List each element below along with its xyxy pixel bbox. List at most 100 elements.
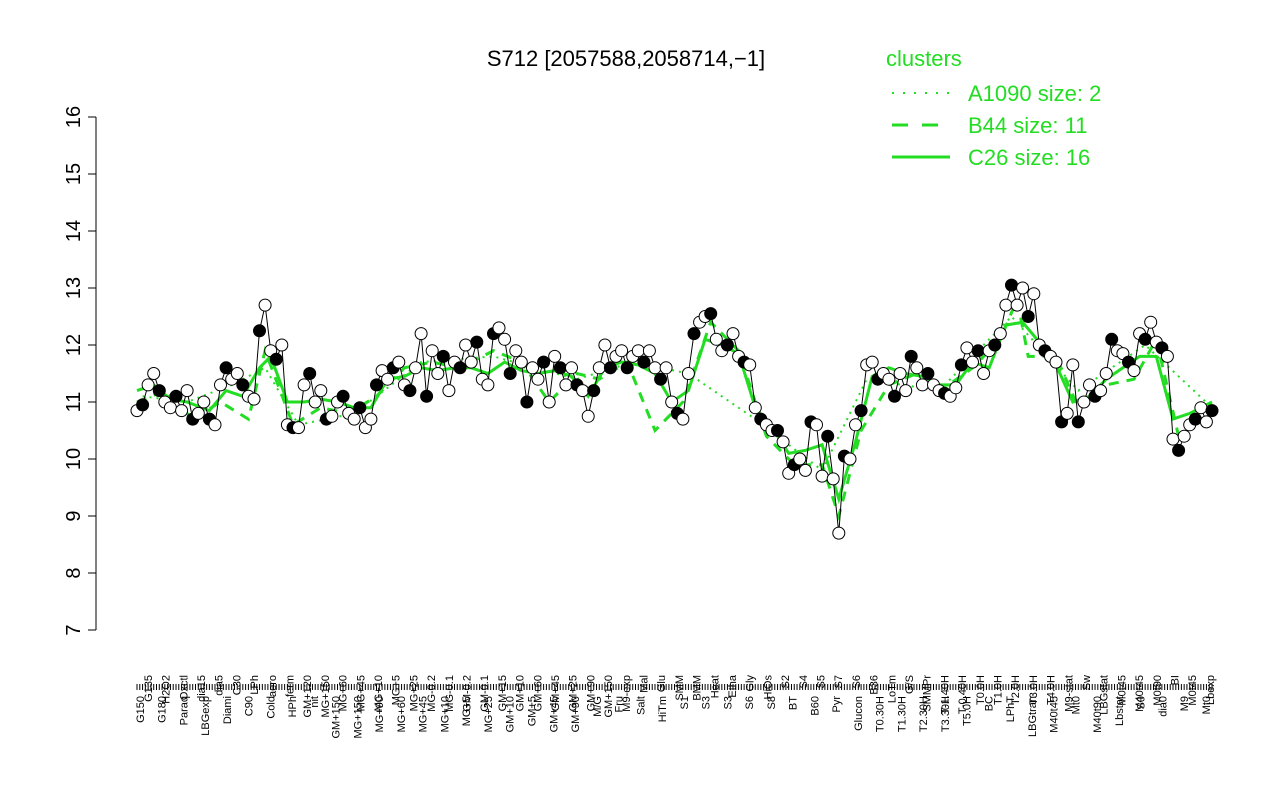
data-point <box>414 327 428 341</box>
data-point <box>136 398 150 412</box>
data-point <box>163 401 177 415</box>
data-point <box>470 335 484 349</box>
x-tick-label-top: M40t45 <box>1134 675 1146 712</box>
x-tick-label-top: G135 <box>143 675 155 702</box>
x-tick-label-top: Oxctl <box>178 675 190 700</box>
data-point <box>303 367 317 380</box>
data-point <box>353 401 367 415</box>
data-point <box>904 349 918 363</box>
data-point <box>620 361 634 375</box>
x-tick-label-bottom: Glucon <box>853 696 865 731</box>
x-tick-label-top: Mal <box>639 675 651 693</box>
data-point <box>1144 315 1158 329</box>
data-point <box>436 349 450 363</box>
data-point <box>826 472 840 486</box>
data-point <box>208 418 222 432</box>
x-tick-label-bottom: S8 <box>766 696 778 709</box>
data-point <box>999 298 1013 312</box>
data-point <box>509 344 523 358</box>
data-point <box>258 298 272 312</box>
y-tick-label: 7 <box>63 624 85 635</box>
x-tick-label-bottom: T3.30H <box>940 696 952 732</box>
trend-line-dashed <box>136 294 1213 522</box>
x-tick-label-top: dia15 <box>196 675 208 702</box>
x-tick-label-top: GM-0.2 <box>462 675 474 712</box>
data-point <box>960 341 974 355</box>
data-point <box>1027 287 1041 301</box>
x-tick-label-top: LPh <box>249 675 261 695</box>
data-point <box>576 384 590 398</box>
data-point <box>832 526 846 540</box>
x-tick-label-top: T4.0H <box>1046 675 1058 705</box>
data-point <box>709 332 723 346</box>
x-tick-label-bottom: G180 <box>157 696 169 723</box>
data-point <box>147 367 161 380</box>
data-point <box>1094 384 1108 398</box>
x-tick-label-top: GM+15 <box>497 675 509 711</box>
x-tick-label-bottom: nit <box>309 696 321 708</box>
data-point <box>236 378 250 392</box>
data-point <box>659 361 673 375</box>
data-point <box>915 378 929 392</box>
data-point <box>392 355 406 369</box>
x-tick-label-bottom: HiTm <box>657 696 669 722</box>
x-tick-label-top: GM+25 <box>568 675 580 711</box>
data-point <box>152 384 166 398</box>
x-tick-label-top: HiOs <box>762 675 774 700</box>
data-point <box>442 384 456 398</box>
data-point <box>776 435 790 449</box>
x-tick-label-top: T2.0H <box>1010 675 1022 705</box>
y-tick-label: 10 <box>63 448 85 470</box>
data-point <box>954 358 968 372</box>
data-point <box>1127 364 1141 378</box>
x-tick-label-top: M0t45 <box>1187 675 1199 706</box>
x-tick-label-top: GM+150 <box>603 675 615 718</box>
x-tick-label-bottom: Mt0 <box>1201 696 1213 714</box>
data-point <box>793 452 807 466</box>
data-point <box>603 361 617 375</box>
x-tick-label-bottom: MG+25 <box>483 696 495 732</box>
data-point <box>453 361 467 375</box>
data-point <box>364 412 378 426</box>
x-tick-label-top: C30 <box>231 675 243 695</box>
data-point <box>464 355 478 369</box>
x-tick-label-bottom: M40t90 <box>1092 696 1104 733</box>
x-tick-label-top: GM+45 <box>550 675 562 711</box>
x-tick-label-bottom: Lbstat <box>1114 696 1126 726</box>
data-point <box>1172 443 1186 457</box>
x-tick-label-top: S2 <box>780 675 792 688</box>
x-tick-label-top: MG-0.1 <box>444 675 456 712</box>
data-point <box>381 372 395 386</box>
x-tick-label-top: Sw <box>1081 675 1093 690</box>
data-point <box>1105 332 1119 346</box>
data-point <box>971 344 985 358</box>
y-axis: 7 8 9 10 11 12 13 14 15 16 <box>63 106 97 636</box>
y-tick-label: 15 <box>63 163 85 185</box>
data-point <box>810 418 823 432</box>
x-tick-label-bottom: MG+150 <box>352 696 364 739</box>
data-point <box>988 338 1002 352</box>
x-tick-label-top: GM-0.1 <box>479 675 491 712</box>
x-tick-label-top: MG+45 <box>355 675 367 711</box>
x-tick-label-bottom: Pyr <box>831 696 843 713</box>
data-point <box>704 307 718 321</box>
x-tick-label-bottom: S0 <box>1136 696 1148 709</box>
data-point <box>431 367 445 380</box>
data-point <box>325 409 339 423</box>
x-tick-label-top: LoTm <box>886 675 898 703</box>
x-tick-label-bottom: HPh <box>287 696 299 717</box>
x-tick-label-bottom: MG+5 <box>461 696 473 726</box>
x-tick-label-top: M9-stat <box>1063 675 1075 712</box>
data-point <box>676 412 690 426</box>
y-tick-label: 13 <box>63 277 85 299</box>
data-point <box>1005 278 1018 292</box>
data-point <box>720 338 734 352</box>
data-point <box>498 332 512 346</box>
x-tick-label-top: Lbexp <box>1205 675 1217 705</box>
data-point <box>297 378 311 392</box>
x-tick-label-top: GM+60 <box>532 675 544 711</box>
x-tick-label-bottom: MG+10 <box>439 696 451 732</box>
data-point <box>899 384 913 398</box>
x-tick-label-top: G/S <box>904 675 916 694</box>
data-point <box>269 352 283 366</box>
